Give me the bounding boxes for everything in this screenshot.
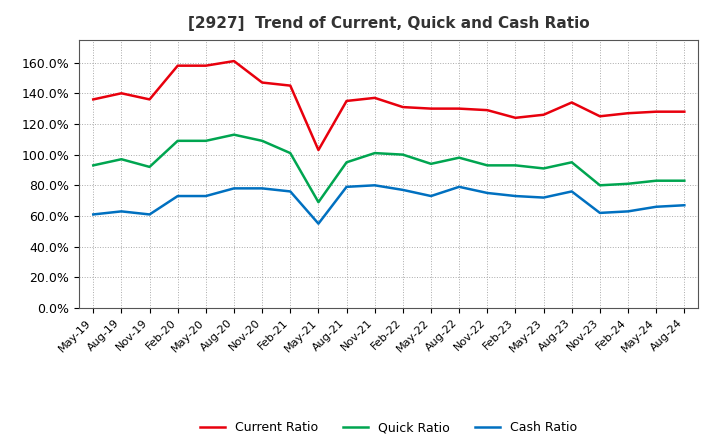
Quick Ratio [89, 163, 98, 168]
Line: Current Ratio: Current Ratio [94, 61, 684, 150]
Current Ratio [314, 147, 323, 153]
Cash Ratio [89, 212, 98, 217]
Cash Ratio [567, 189, 576, 194]
Cash Ratio [342, 184, 351, 190]
Current Ratio [539, 112, 548, 117]
Quick Ratio [680, 178, 688, 183]
Quick Ratio [145, 164, 154, 169]
Quick Ratio [230, 132, 238, 137]
Cash Ratio [230, 186, 238, 191]
Quick Ratio [455, 155, 464, 160]
Quick Ratio [483, 163, 492, 168]
Current Ratio [567, 100, 576, 105]
Current Ratio [145, 97, 154, 102]
Cash Ratio [286, 189, 294, 194]
Cash Ratio [624, 209, 632, 214]
Quick Ratio [427, 161, 436, 166]
Quick Ratio [286, 150, 294, 156]
Quick Ratio [370, 150, 379, 156]
Current Ratio [595, 114, 604, 119]
Quick Ratio [624, 181, 632, 187]
Current Ratio [89, 97, 98, 102]
Cash Ratio [595, 210, 604, 216]
Current Ratio [230, 59, 238, 64]
Current Ratio [511, 115, 520, 121]
Current Ratio [652, 109, 660, 114]
Current Ratio [117, 91, 126, 96]
Cash Ratio [652, 204, 660, 209]
Quick Ratio [117, 157, 126, 162]
Cash Ratio [427, 194, 436, 199]
Current Ratio [455, 106, 464, 111]
Line: Cash Ratio: Cash Ratio [94, 185, 684, 224]
Cash Ratio [117, 209, 126, 214]
Title: [2927]  Trend of Current, Quick and Cash Ratio: [2927] Trend of Current, Quick and Cash … [188, 16, 590, 32]
Line: Quick Ratio: Quick Ratio [94, 135, 684, 202]
Quick Ratio [258, 138, 266, 143]
Cash Ratio [174, 194, 182, 199]
Quick Ratio [511, 163, 520, 168]
Quick Ratio [314, 199, 323, 205]
Cash Ratio [511, 194, 520, 199]
Quick Ratio [399, 152, 408, 157]
Cash Ratio [202, 194, 210, 199]
Cash Ratio [680, 202, 688, 208]
Current Ratio [680, 109, 688, 114]
Quick Ratio [174, 138, 182, 143]
Current Ratio [202, 63, 210, 68]
Quick Ratio [595, 183, 604, 188]
Cash Ratio [145, 212, 154, 217]
Cash Ratio [455, 184, 464, 190]
Quick Ratio [652, 178, 660, 183]
Current Ratio [483, 107, 492, 113]
Current Ratio [174, 63, 182, 68]
Current Ratio [286, 83, 294, 88]
Current Ratio [258, 80, 266, 85]
Current Ratio [370, 95, 379, 100]
Cash Ratio [483, 191, 492, 196]
Quick Ratio [567, 160, 576, 165]
Cash Ratio [399, 187, 408, 193]
Cash Ratio [258, 186, 266, 191]
Quick Ratio [342, 160, 351, 165]
Current Ratio [624, 110, 632, 116]
Cash Ratio [370, 183, 379, 188]
Cash Ratio [314, 221, 323, 226]
Cash Ratio [539, 195, 548, 200]
Current Ratio [427, 106, 436, 111]
Legend: Current Ratio, Quick Ratio, Cash Ratio: Current Ratio, Quick Ratio, Cash Ratio [195, 416, 582, 439]
Current Ratio [342, 98, 351, 103]
Quick Ratio [539, 166, 548, 171]
Quick Ratio [202, 138, 210, 143]
Current Ratio [399, 104, 408, 110]
